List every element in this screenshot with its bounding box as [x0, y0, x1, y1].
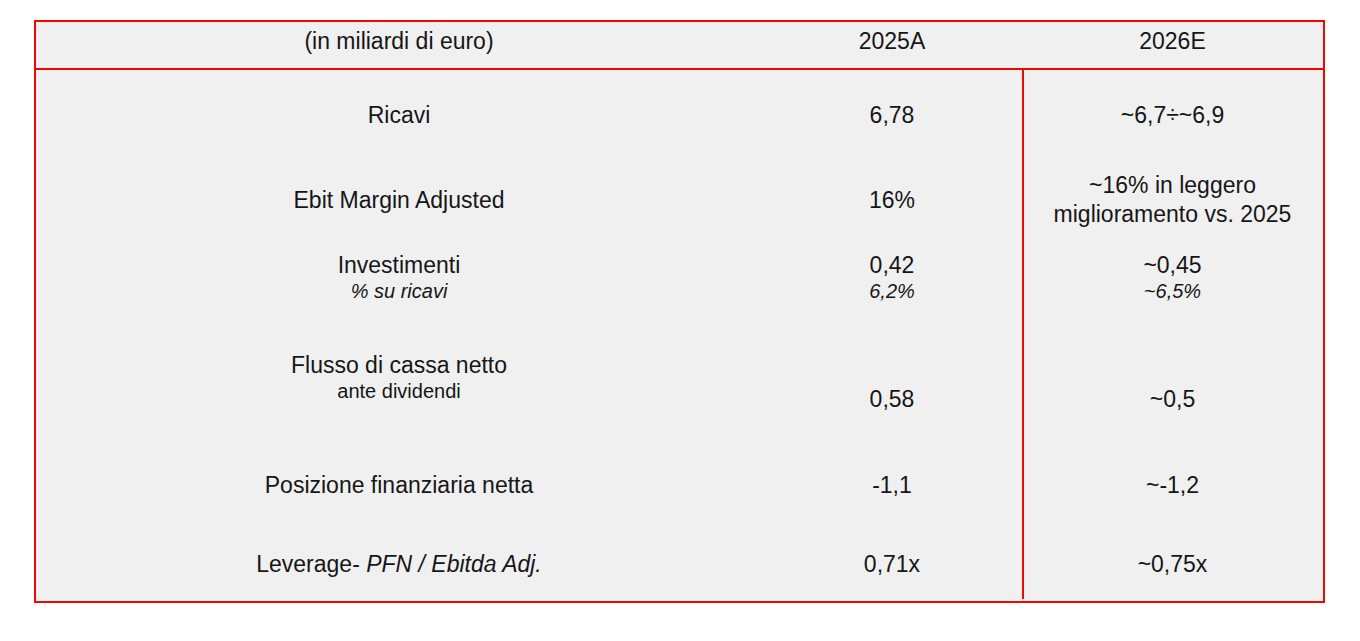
value-2025a: 6,78: [762, 70, 1022, 160]
value-2026e-sub: ~6,5%: [1144, 279, 1201, 304]
table-row-ricavi: Ricavi 6,78 ~6,7÷~6,9: [36, 70, 1323, 160]
row-label: Ricavi: [36, 70, 762, 160]
value-2025a-main: 0,42: [870, 252, 915, 279]
value-2025a: 16%: [762, 160, 1022, 240]
row-label: Flusso di cassa netto ante dividendi: [36, 315, 762, 440]
table-row-posizione-finanziaria: Posizione finanziaria netta -1,1 ~-1,2: [36, 440, 1323, 530]
table-row-investimenti: Investimenti % su ricavi 0,42 6,2% ~0,45…: [36, 240, 1323, 315]
row-label: Ebit Margin Adjusted: [36, 160, 762, 240]
financial-guidance-table: (in miliardi di euro) 2025A 2026E Ricavi…: [34, 20, 1325, 603]
value-2025a: 0,58: [762, 315, 1022, 440]
row-label-composite: Leverage- PFN / Ebitda Adj.: [256, 551, 542, 578]
value-2026e: ~-1,2: [1022, 440, 1323, 530]
table-row-leverage: Leverage- PFN / Ebitda Adj. 0,71x ~0,75x: [36, 530, 1323, 599]
header-col-2026e: 2026E: [1022, 28, 1323, 55]
value-2025a: -1,1: [762, 440, 1022, 530]
value-2026e-main: ~0,5: [1150, 386, 1195, 413]
row-label-main: Investimenti: [338, 252, 461, 279]
row-label-main: Leverage: [256, 551, 352, 577]
value-2025a-main: 0,58: [870, 386, 915, 413]
table-row-flusso-di-cassa: Flusso di cassa netto ante dividendi 0,5…: [36, 315, 1323, 440]
column-divider-line: [1022, 70, 1024, 599]
row-label: Posizione finanziaria netta: [36, 440, 762, 530]
row-label-separator: -: [352, 551, 366, 577]
row-label: Leverage- PFN / Ebitda Adj.: [36, 530, 762, 599]
value-2025a: 0,42 6,2%: [762, 240, 1022, 315]
row-label-sub: % su ricavi: [351, 279, 448, 304]
header-col-2025a: 2025A: [762, 28, 1022, 55]
value-2026e-main: ~0,45: [1143, 252, 1201, 279]
value-2025a-sub: 6,2%: [869, 279, 915, 304]
row-label-sub: ante dividendi: [337, 379, 460, 404]
value-2025a: 0,71x: [762, 530, 1022, 599]
table-header-row: (in miliardi di euro) 2025A 2026E: [36, 22, 1323, 70]
row-label-italic: PFN / Ebitda Adj.: [366, 551, 542, 577]
value-2026e-line2: miglioramento vs. 2025: [1054, 200, 1292, 229]
value-2026e: ~0,75x: [1022, 530, 1323, 599]
value-2026e: ~16% in leggero miglioramento vs. 2025: [1022, 160, 1323, 240]
value-2026e: ~0,5: [1022, 315, 1323, 440]
header-unit-label: (in miliardi di euro): [36, 28, 762, 55]
row-label: Investimenti % su ricavi: [36, 240, 762, 315]
value-2026e: ~6,7÷~6,9: [1022, 70, 1323, 160]
value-2026e: ~0,45 ~6,5%: [1022, 240, 1323, 315]
value-2026e-line1: ~16% in leggero: [1089, 171, 1256, 200]
row-label-main: Flusso di cassa netto: [291, 352, 507, 379]
table-body: Ricavi 6,78 ~6,7÷~6,9 Ebit Margin Adjust…: [36, 70, 1323, 599]
table-row-ebit-margin: Ebit Margin Adjusted 16% ~16% in leggero…: [36, 160, 1323, 240]
